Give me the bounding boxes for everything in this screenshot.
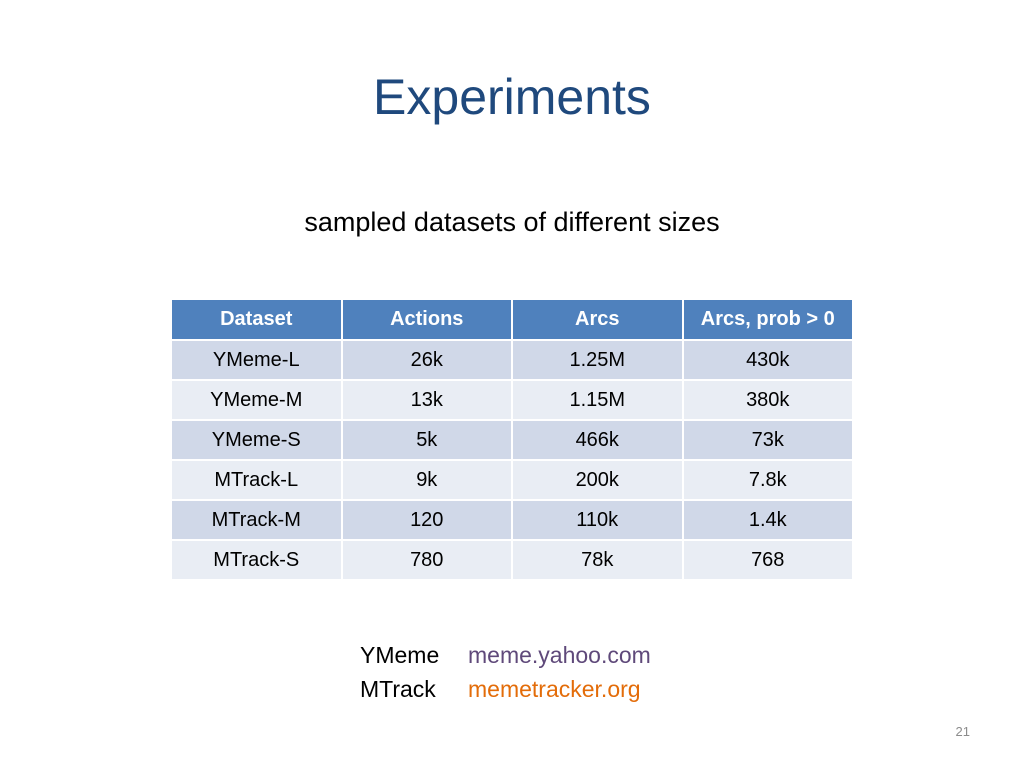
datasets-table: Dataset Actions Arcs Arcs, prob > 0 YMem… <box>170 298 854 581</box>
cell-dataset: MTrack-L <box>170 459 343 501</box>
source-name-mtrack: MTrack <box>360 676 436 702</box>
cell-actions: 120 <box>340 499 513 541</box>
slide-subtitle: sampled datasets of different sizes <box>304 207 720 237</box>
dataset-sources: YMeme meme.yahoo.com MTrack memetracker.or… <box>360 638 651 706</box>
cell-arcs-prob: 1.4k <box>681 499 854 541</box>
table-row: YMeme-L 26k 1.25M 430k <box>170 339 854 381</box>
cell-arcs-prob: 768 <box>681 539 854 581</box>
cell-arcs: 1.25M <box>511 339 684 381</box>
table-row: MTrack-M 120 110k 1.4k <box>170 499 854 541</box>
cell-arcs: 466k <box>511 419 684 461</box>
cell-arcs: 200k <box>511 459 684 501</box>
cell-arcs: 1.15M <box>511 379 684 421</box>
cell-arcs-prob: 430k <box>681 339 854 381</box>
table-header-row: Dataset Actions Arcs Arcs, prob > 0 <box>170 298 854 341</box>
cell-actions: 9k <box>340 459 513 501</box>
source-link-mtrack[interactable]: memetracker.org <box>468 676 641 702</box>
header-arcs: Arcs <box>511 298 684 341</box>
page-number: 21 <box>955 724 970 739</box>
cell-arcs: 110k <box>511 499 684 541</box>
cell-dataset: MTrack-M <box>170 499 343 541</box>
cell-actions: 26k <box>340 339 513 381</box>
source-link-ymeme[interactable]: meme.yahoo.com <box>468 642 651 668</box>
cell-arcs-prob: 7.8k <box>681 459 854 501</box>
cell-actions: 13k <box>340 379 513 421</box>
slide-title: Experiments <box>373 69 651 125</box>
cell-dataset: MTrack-S <box>170 539 343 581</box>
header-actions: Actions <box>340 298 513 341</box>
source-row-mtrack: MTrack memetracker.org <box>360 672 651 706</box>
cell-arcs-prob: 73k <box>681 419 854 461</box>
cell-actions: 780 <box>340 539 513 581</box>
source-row-ymeme: YMeme meme.yahoo.com <box>360 638 651 672</box>
table-row: YMeme-M 13k 1.15M 380k <box>170 379 854 421</box>
cell-arcs-prob: 380k <box>681 379 854 421</box>
header-dataset: Dataset <box>170 298 343 341</box>
cell-dataset: YMeme-M <box>170 379 343 421</box>
table-row: MTrack-L 9k 200k 7.8k <box>170 459 854 501</box>
cell-dataset: YMeme-L <box>170 339 343 381</box>
header-arcs-prob: Arcs, prob > 0 <box>681 298 854 341</box>
table-row: MTrack-S 780 78k 768 <box>170 539 854 581</box>
table-row: YMeme-S 5k 466k 73k <box>170 419 854 461</box>
source-name-ymeme: YMeme <box>360 642 440 668</box>
cell-arcs: 78k <box>511 539 684 581</box>
cell-actions: 5k <box>340 419 513 461</box>
cell-dataset: YMeme-S <box>170 419 343 461</box>
